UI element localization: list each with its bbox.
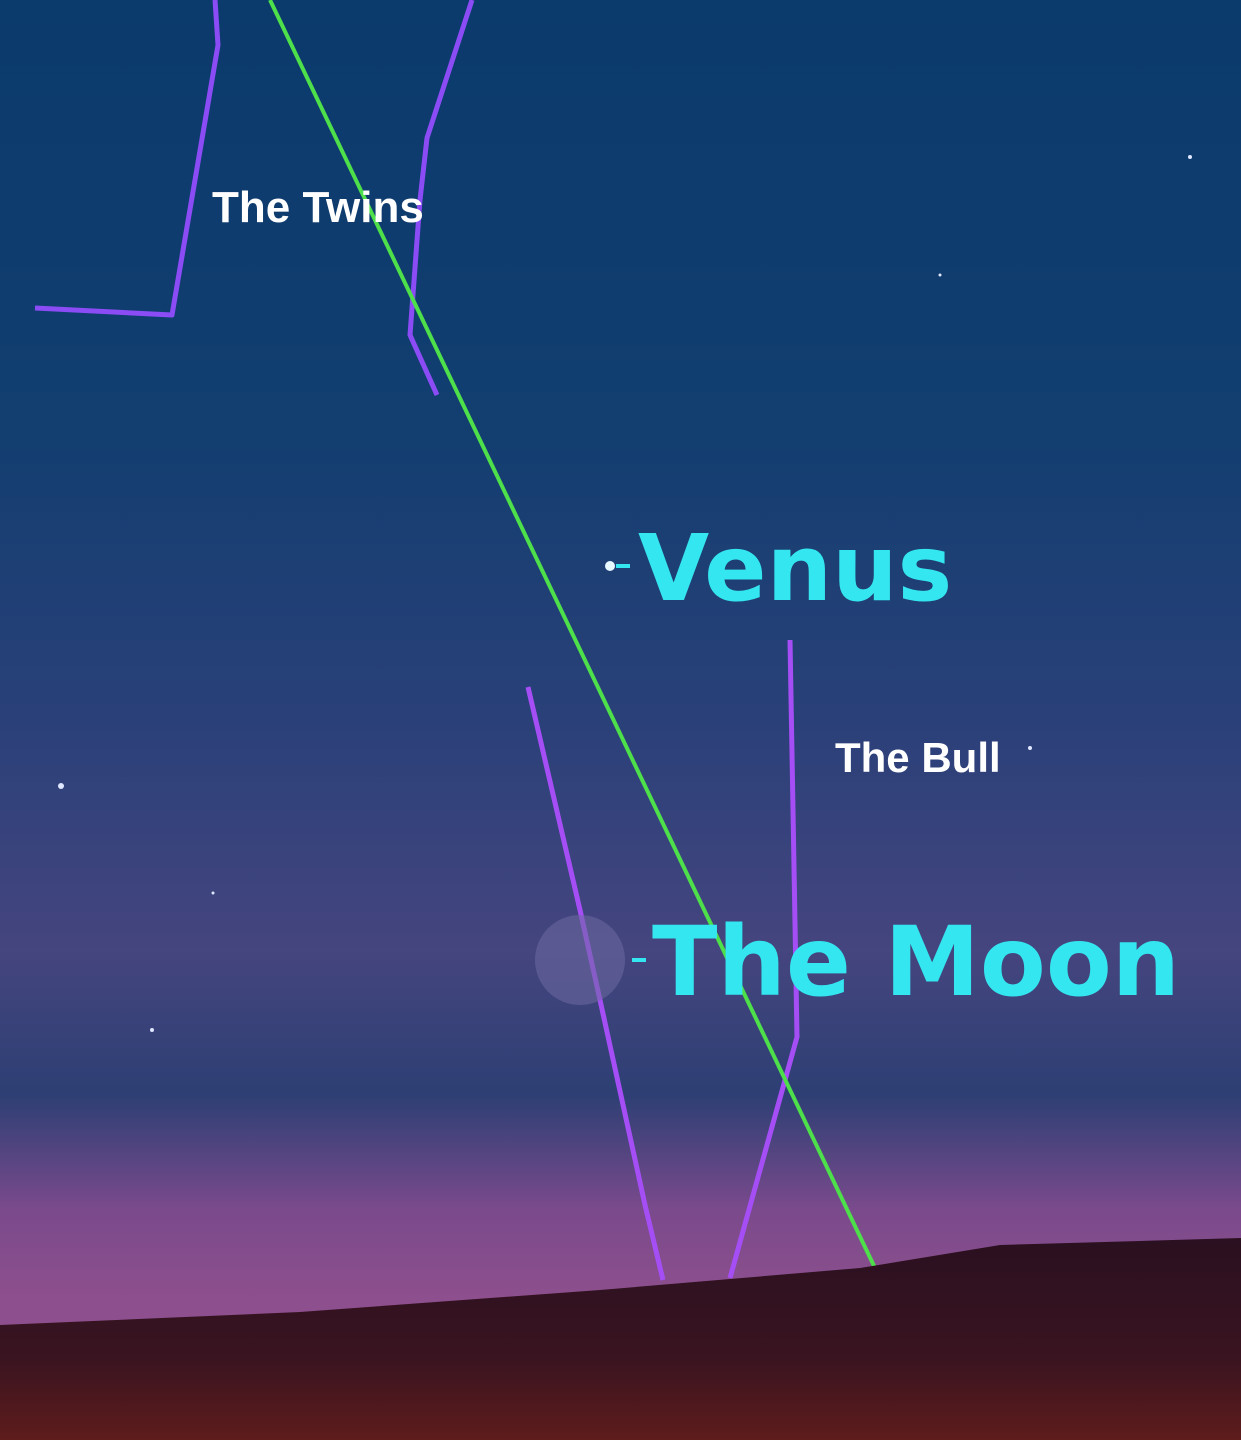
moon-disc — [535, 915, 625, 1005]
sky-view: The Twins The Bull Venus The Moon — [0, 0, 1241, 1440]
constellation-label: The Twins — [212, 183, 424, 232]
venus-dot — [605, 561, 615, 571]
constellation-label: The Bull — [835, 734, 1001, 781]
body-label: Venus — [638, 515, 952, 622]
sky — [0, 0, 1241, 1440]
page: The Twins The Bull Venus The Moon (() =>… — [0, 0, 1241, 1440]
body-label: The Moon — [652, 906, 1180, 1018]
